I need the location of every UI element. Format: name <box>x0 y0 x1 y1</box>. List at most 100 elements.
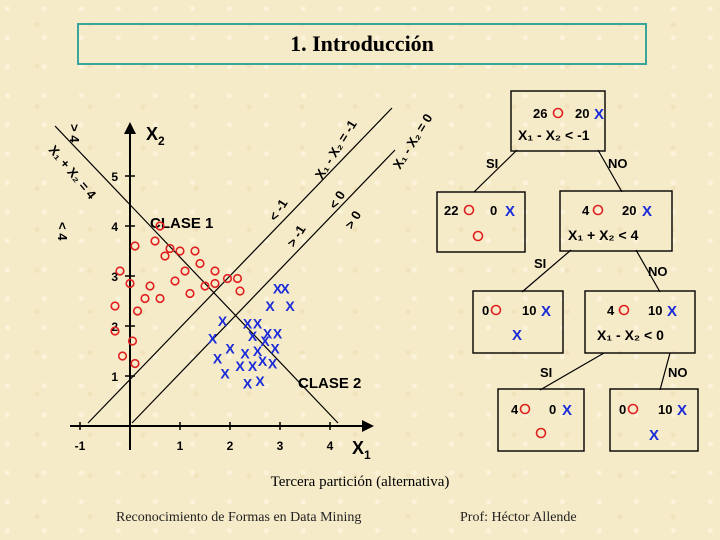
root-count-o: 26 <box>533 106 547 121</box>
class1-point <box>185 288 195 299</box>
class1-point <box>235 286 245 296</box>
class1-point <box>150 236 160 246</box>
class2-point: X <box>213 351 223 367</box>
y-tick-label: 1 <box>111 370 118 384</box>
class1-point <box>200 281 210 291</box>
node2-rule: X₁ + X₂ < 4 <box>568 227 639 243</box>
edge-root-leaf1 <box>473 149 518 193</box>
class2-point: X <box>273 326 283 342</box>
class2-point: X <box>248 328 258 344</box>
label-sum-gt-4: > 4 <box>67 124 82 143</box>
class2-point: X <box>253 343 263 359</box>
class2-point: X <box>243 376 253 392</box>
cross-icon: X <box>562 402 572 419</box>
class2-point: X <box>265 298 275 314</box>
cross-icon: X <box>677 402 687 419</box>
tree-leaf-2 <box>472 290 564 354</box>
x-tick-label: 1 <box>177 439 184 453</box>
x-tick-label: 2 <box>227 439 234 453</box>
line-sum-eq-4 <box>54 125 339 424</box>
cross-icon: X <box>541 303 551 320</box>
footer-author: Prof: Héctor Allende <box>460 510 577 525</box>
leaf2-count-o: 0 <box>482 303 489 318</box>
class2-point: X <box>225 341 235 357</box>
figure-caption: Tercera partición (alternativa) <box>270 474 450 490</box>
class1-point <box>155 221 165 231</box>
class1-point <box>127 336 138 346</box>
class1-point <box>170 276 180 286</box>
class1-point <box>140 293 150 304</box>
slide-title: 1. Introducción <box>290 31 434 56</box>
circle-icon <box>463 204 475 216</box>
class2-point: X <box>273 281 283 297</box>
y-axis-label: X2 <box>146 124 165 148</box>
tree-leaf-1 <box>436 191 526 253</box>
circle-icon <box>618 304 630 316</box>
class1-point <box>232 273 243 284</box>
leaf1-count-o: 22 <box>444 203 458 218</box>
tree-leaf-4 <box>609 388 699 452</box>
tree-leaf-3 <box>497 388 585 452</box>
label-diff-lt-minus1: < -1 <box>266 196 291 223</box>
circle-icon <box>490 304 502 316</box>
edge-root-node2 <box>597 149 623 193</box>
branch-no-3: NO <box>668 365 688 380</box>
class2-point: X <box>270 341 280 357</box>
class1-point <box>210 278 220 289</box>
root-count-x: 20 <box>575 106 589 121</box>
cross-icon: X <box>667 303 677 320</box>
class1-point <box>110 326 120 336</box>
class2-point: X <box>258 353 268 369</box>
class2-point: X <box>285 298 295 314</box>
line-diff-eq-minus1 <box>87 107 393 424</box>
circle-icon <box>519 403 531 415</box>
class2-point: X <box>268 356 278 372</box>
branch-no-1: NO <box>608 156 628 171</box>
edge-node3-leaf4 <box>659 352 671 391</box>
label-diff-gt-0: > 0 <box>342 208 364 232</box>
cross-icon: X <box>649 427 659 444</box>
tree-node-root <box>510 90 606 152</box>
leaf3-count-x: 0 <box>549 402 556 417</box>
class2-point: X <box>255 373 265 389</box>
label-diff-lt-0: < 0 <box>326 188 348 212</box>
circle-icon <box>552 107 564 119</box>
class2-point: X <box>240 346 250 362</box>
y-tick-label: 3 <box>111 270 118 284</box>
line-diff-eq-0 <box>131 149 396 424</box>
label-sum-eq-4: X₁ + X₂ = 4 <box>46 142 100 202</box>
y-tick-label: 4 <box>111 220 118 234</box>
class2-point: X <box>248 358 258 374</box>
circle-icon <box>627 403 639 415</box>
leaf2-count-x: 10 <box>522 303 536 318</box>
node3-rule: X₁ - X₂ < 0 <box>597 327 664 343</box>
x-tick-label: -1 <box>75 439 86 453</box>
class1-point <box>160 251 170 261</box>
decision-tree: 26 20 X X₁ - X₂ < -1 SI NO 22 0 X 4 20 X… <box>436 90 699 452</box>
class2-point: X <box>235 358 245 374</box>
x-axis-label: X1 <box>352 438 371 462</box>
leaf4-count-o: 0 <box>619 402 626 417</box>
class1-point <box>222 273 233 284</box>
class2-label: CLASE 2 <box>298 375 361 392</box>
class2-point: X <box>253 316 263 332</box>
class1-point <box>155 293 165 304</box>
x-tick-label: 3 <box>277 439 284 453</box>
class1-point <box>175 246 185 256</box>
edge-node2-leaf2 <box>521 249 572 293</box>
branch-si-1: SI <box>486 156 498 171</box>
class2-point: X <box>218 313 228 329</box>
class1-label: CLASE 1 <box>150 215 213 232</box>
circle-icon <box>535 427 547 439</box>
label-diff-gt-minus1: > -1 <box>284 222 309 249</box>
cross-icon: X <box>642 203 652 220</box>
leaf1-count-x: 0 <box>490 203 497 218</box>
edge-node2-node3 <box>635 249 661 293</box>
edge-node3-leaf3 <box>539 352 605 391</box>
class1-point <box>165 243 175 254</box>
slide-title-box: 1. Introducción <box>77 23 647 65</box>
